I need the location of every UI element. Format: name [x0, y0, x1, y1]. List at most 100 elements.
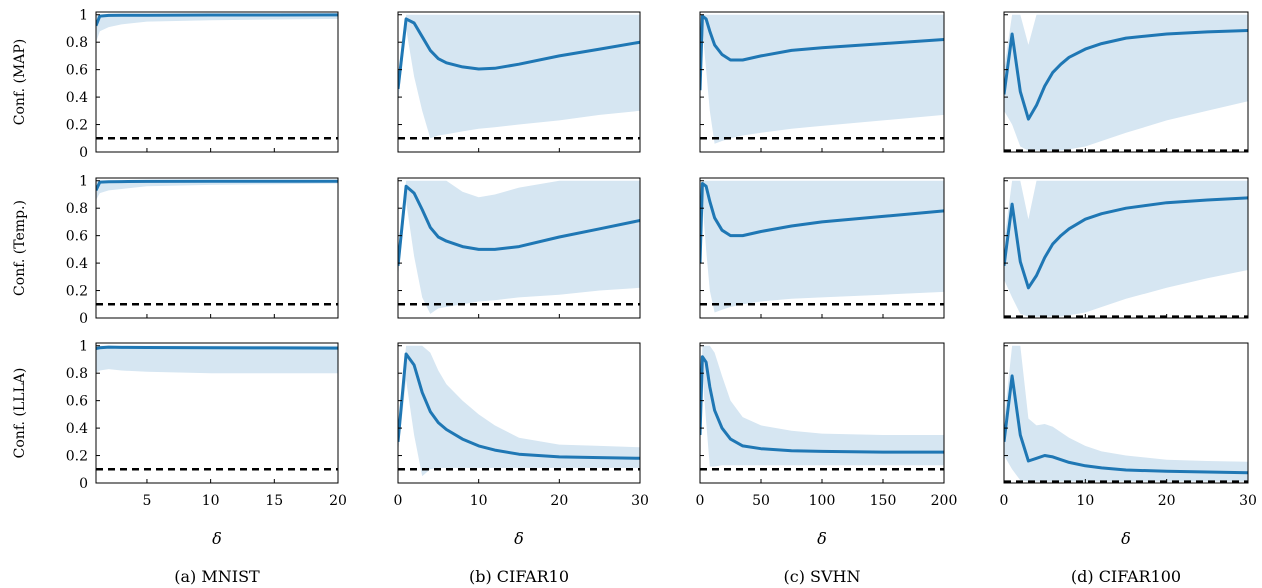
x-axis-label: δ [212, 529, 222, 548]
x-tick-label: 100 [809, 493, 836, 509]
x-axis-label: δ [1121, 529, 1131, 548]
axes-frame [95, 11, 339, 153]
x-tick-label: 20 [550, 493, 568, 509]
x-tick-label: 0 [394, 493, 403, 509]
plot-area [700, 14, 944, 144]
axes-frame [397, 177, 641, 319]
y-tick-label: 0.8 [66, 201, 88, 217]
x-axis-label: δ [817, 529, 827, 548]
panel-llla-2: 0 10 20 30 [394, 342, 649, 509]
plot-area [1004, 14, 1248, 152]
plot-area [96, 179, 338, 306]
plot-area [398, 345, 640, 477]
confidence-band [398, 14, 640, 139]
panel-temp-1: 0 0.2 0.4 0.6 0.8 1 [66, 174, 339, 327]
y-tick-label: 0.2 [66, 449, 88, 465]
mean-confidence-line [1004, 196, 1248, 290]
plot-area [398, 14, 640, 140]
confidence-band [1004, 180, 1248, 317]
y-tick-label: 0.8 [66, 366, 88, 382]
mean-confidence-line [1004, 374, 1248, 475]
y-tick-label: 0.2 [66, 284, 88, 300]
mean-confidence-line [96, 13, 338, 27]
axes-frame [95, 177, 339, 319]
plot-area [700, 345, 944, 471]
confidence-band [96, 180, 338, 200]
subfigure-caption: (c) SVHN [784, 567, 861, 586]
x-tick-label: 10 [1076, 493, 1094, 509]
panel-map-3 [699, 11, 945, 153]
confidence-band [700, 14, 944, 144]
y-tick-label: 1 [79, 174, 88, 190]
confidence-band [398, 345, 640, 477]
plot-area [1004, 345, 1248, 483]
axes-frame [397, 342, 641, 484]
panel-temp-4 [1003, 177, 1249, 319]
panel-temp-3 [699, 177, 945, 319]
y-tick-label: 0.4 [66, 421, 88, 437]
plot-area [96, 13, 338, 140]
x-tick-label: 5 [142, 493, 151, 509]
y-tick-label: 0 [79, 476, 88, 492]
plot-area [398, 180, 640, 314]
axes-frame [95, 342, 339, 484]
x-tick-label: 30 [1239, 493, 1257, 509]
plot-area [700, 180, 944, 313]
mean-confidence-line [398, 17, 640, 90]
confidence-band [1004, 14, 1248, 151]
y-tick-label: 0 [79, 311, 88, 327]
subfigure-caption: (d) CIFAR100 [1071, 567, 1181, 586]
y-tick-label: 1 [79, 8, 88, 24]
panel-temp-2 [397, 177, 641, 319]
x-tick-label: 10 [202, 493, 220, 509]
x-tick-label: 20 [1158, 493, 1176, 509]
x-tick-label: 0 [1000, 493, 1009, 509]
mean-confidence-line [96, 345, 338, 350]
axes-frame [1003, 177, 1249, 319]
x-tick-label: 50 [752, 493, 770, 509]
panel-map-2 [397, 11, 641, 153]
confidence-band [1004, 345, 1248, 482]
mean-confidence-line [700, 355, 944, 454]
panel-llla-1: 00.20.40.60.815 10 15 20 [66, 339, 347, 509]
confidence-band [96, 345, 338, 374]
panel-map-1: 0 0.2 0.4 0.6 0.8 1 [66, 8, 339, 161]
y-tick-label: 0 [79, 145, 88, 161]
confidence-band [700, 180, 944, 313]
mean-confidence-line [398, 352, 640, 460]
plot-area [1004, 180, 1248, 318]
y-tick-label: 0.4 [66, 90, 88, 106]
row-label: Conf. (Temp.) [12, 200, 28, 296]
panel-map-4 [1003, 11, 1249, 153]
axes-frame [1003, 11, 1249, 153]
x-tick-label: 200 [931, 493, 958, 509]
x-tick-label: 10 [470, 493, 488, 509]
plot-area [96, 345, 338, 471]
y-tick-label: 0.8 [66, 35, 88, 51]
panel-llla-4: 0 10 20 30 [1000, 342, 1257, 509]
x-tick-label: 150 [870, 493, 897, 509]
y-tick-label: 0.6 [66, 394, 88, 410]
confidence-band [96, 14, 338, 43]
x-tick-label: 0 [696, 493, 705, 509]
x-tick-label: 20 [329, 493, 347, 509]
confidence-band [700, 345, 944, 467]
x-axis-label: δ [514, 529, 524, 548]
y-tick-label: 1 [79, 339, 88, 355]
y-tick-label: 0.6 [66, 63, 88, 79]
subfigure-caption: (a) MNIST [174, 567, 260, 586]
row-label: Conf. (MAP) [12, 39, 28, 126]
y-tick-label: 0.4 [66, 256, 88, 272]
x-tick-label: 30 [631, 493, 649, 509]
axes-frame [397, 11, 641, 153]
row-label: Conf. (LLLA) [12, 368, 28, 459]
panel-llla-3: 0 50 100 150 200 [696, 342, 958, 509]
mean-confidence-line [398, 184, 640, 266]
y-tick-label: 0.2 [66, 118, 88, 134]
y-tick-label: 0.6 [66, 229, 88, 245]
mean-confidence-line [1004, 29, 1248, 121]
mean-confidence-line [700, 182, 944, 264]
mean-confidence-line [96, 179, 338, 192]
x-tick-label: 15 [265, 493, 283, 509]
